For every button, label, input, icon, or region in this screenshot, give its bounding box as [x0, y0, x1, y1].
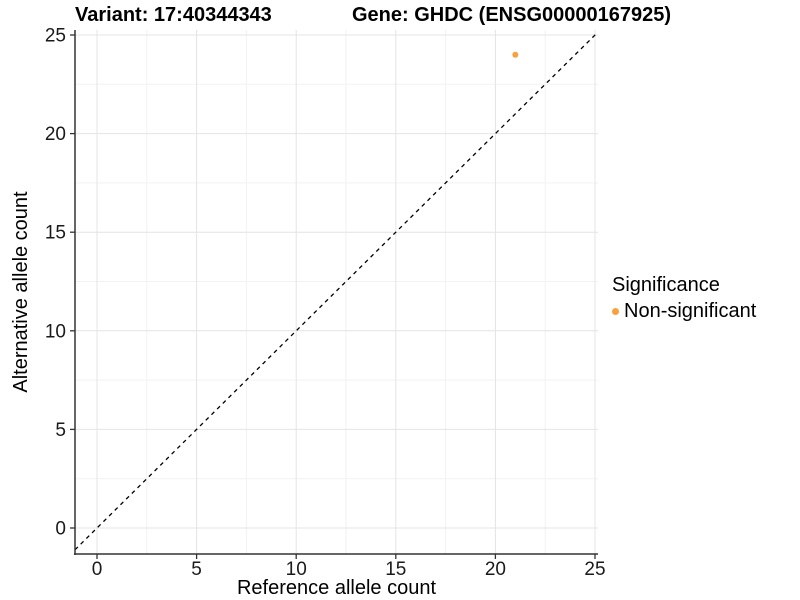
x-tick-label: 25	[584, 559, 605, 580]
y-tick-label: 10	[45, 321, 66, 342]
plot-title-gene: Gene: GHDC (ENSG00000167925)	[352, 4, 672, 26]
y-tick-label: 5	[55, 420, 66, 441]
identity-dashed-line	[74, 31, 599, 551]
non-significant-dot-icon	[612, 308, 619, 315]
y-tick-label: 15	[45, 223, 66, 244]
legend-item-non-significant: Non-significant	[612, 300, 756, 323]
y-tick-label: 0	[55, 519, 66, 540]
y-axis-title: Alternative allele count	[10, 191, 32, 393]
legend: Significance Non-significant	[612, 274, 756, 323]
y-tick-label: 20	[45, 124, 66, 145]
x-tick-label: 10	[286, 559, 307, 580]
legend-title: Significance	[612, 274, 720, 296]
x-tick-label: 0	[92, 559, 103, 580]
x-axis-title: Reference allele count	[236, 577, 436, 599]
x-tick-label: 5	[191, 559, 202, 580]
x-tick-label: 20	[485, 559, 506, 580]
plot-title-variant: Variant: 17:40344343	[75, 4, 272, 26]
x-tick-label: 15	[385, 559, 406, 580]
legend-item-label: Non-significant	[624, 300, 757, 322]
data-point	[512, 51, 519, 58]
y-tick-label: 25	[45, 26, 66, 47]
